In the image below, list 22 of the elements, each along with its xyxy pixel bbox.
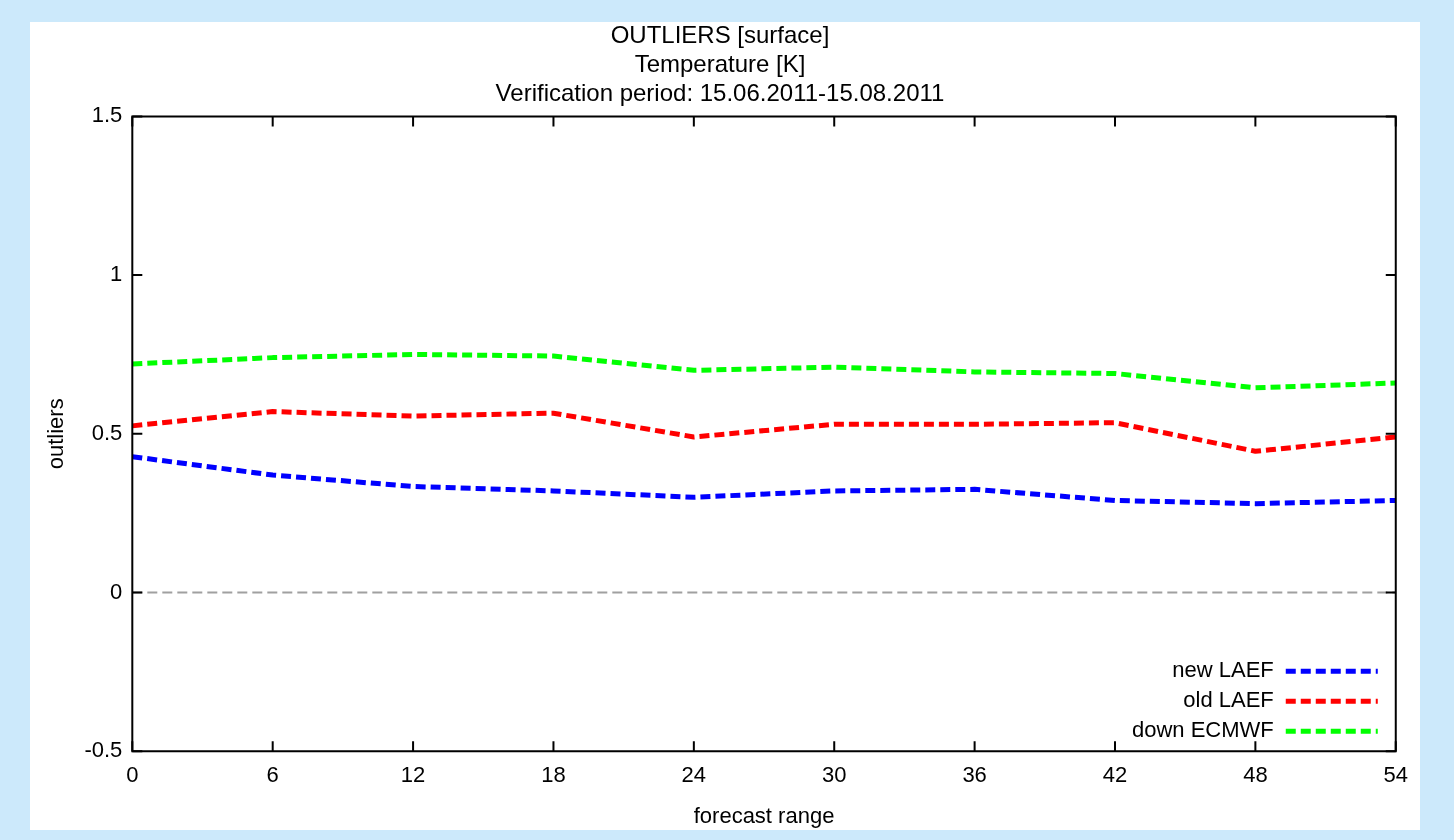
x-tick-label: 54 <box>1383 762 1409 788</box>
x-tick-label: 0 <box>126 762 139 788</box>
legend-label: old LAEF <box>1183 687 1274 713</box>
y-tick-label: 1.5 <box>91 102 123 128</box>
chart-title: OUTLIERS [surface] <box>610 21 830 49</box>
x-tick-label: 48 <box>1243 762 1268 788</box>
x-tick-label: 42 <box>1102 762 1128 788</box>
x-tick-label: 36 <box>962 762 987 788</box>
legend-label: new LAEF <box>1172 657 1274 683</box>
x-tick-label: 12 <box>400 762 426 788</box>
x-tick-label: 24 <box>681 762 707 788</box>
y-tick-label: -0.5 <box>84 737 123 763</box>
legend-label: down ECMWF <box>1131 717 1274 743</box>
x-axis-title: forecast range <box>693 802 835 828</box>
y-tick-label: 0.5 <box>91 419 123 445</box>
x-tick-label: 30 <box>821 762 847 788</box>
chart-subtitle: Temperature [K] Verification period: 15.06.2011-15.08.2011 <box>495 49 945 106</box>
y-tick-label: 1 <box>110 261 123 287</box>
y-axis-title: outliers <box>43 398 69 470</box>
x-tick-label: 6 <box>266 762 279 788</box>
y-tick-label: 0 <box>110 578 123 604</box>
x-tick-label: 18 <box>541 762 566 788</box>
